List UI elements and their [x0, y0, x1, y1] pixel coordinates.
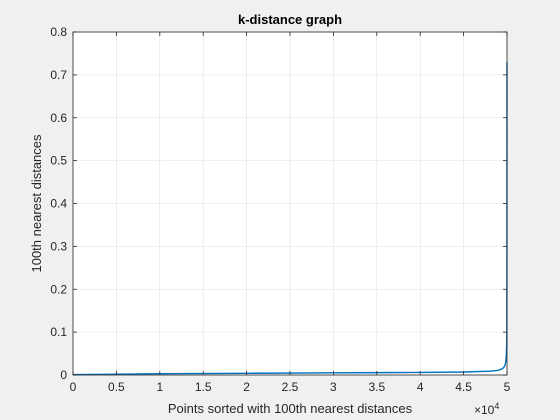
- x-tick-label: 2.5: [282, 380, 299, 394]
- x-tick-label: 0.5: [108, 380, 125, 394]
- x-exponent-power: 4: [494, 401, 499, 411]
- x-tick-label: 4: [417, 380, 424, 394]
- y-tick-label: 0.5: [50, 154, 67, 168]
- y-axis-label: 100th nearest distances: [29, 134, 44, 273]
- x-tick-label: 2: [243, 380, 250, 394]
- x-exponent-label: ×104: [474, 401, 499, 417]
- y-tick-label: 0.1: [50, 325, 67, 339]
- x-tick-label: 5: [504, 380, 511, 394]
- x-tick-label: 1.5: [195, 380, 212, 394]
- x-tick-label: 0: [70, 380, 77, 394]
- y-tick-label: 0.3: [50, 239, 67, 253]
- chart-title: k-distance graph: [238, 12, 342, 27]
- y-tick-label: 0.6: [50, 111, 67, 125]
- y-tick-label: 0.2: [50, 282, 67, 296]
- y-tick-label: 0: [60, 368, 67, 382]
- y-tick-label: 0.4: [50, 197, 67, 211]
- x-tick-label: 1: [156, 380, 163, 394]
- y-tick-label: 0.7: [50, 68, 67, 82]
- x-tick-label: 3: [330, 380, 337, 394]
- x-tick-label: 3.5: [368, 380, 385, 394]
- x-axis-label: Points sorted with 100th nearest distanc…: [168, 401, 413, 416]
- x-tick-label: 4.5: [455, 380, 472, 394]
- tick-group: 0 0.5 1 1.5 2 2.5 3 3.5 4 4.5 5 0 0.1 0.2 0.3 0.4 0.5 0.6…: [50, 25, 510, 394]
- x-exponent-base: ×10: [474, 403, 495, 417]
- y-tick-label: 0.8: [50, 25, 67, 39]
